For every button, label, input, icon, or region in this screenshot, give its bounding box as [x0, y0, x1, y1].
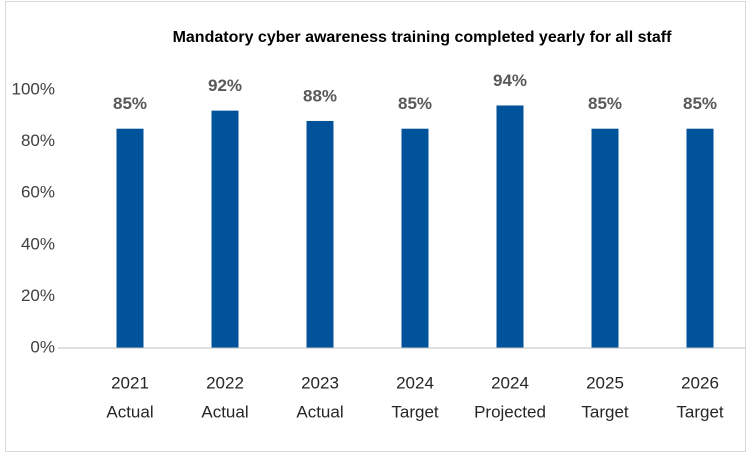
bar — [116, 128, 144, 348]
x-tick-label: 2026 — [681, 373, 719, 392]
x-tick-label: Target — [581, 402, 629, 421]
bar — [401, 128, 429, 348]
bar — [496, 105, 524, 348]
data-label: 85% — [113, 94, 147, 113]
x-tick-label: 2025 — [586, 373, 624, 392]
x-tick-label: 2024 — [491, 373, 529, 392]
data-label: 85% — [588, 94, 622, 113]
chart-title: Mandatory cyber awareness training compl… — [173, 29, 673, 46]
x-tick-label: Projected — [474, 402, 546, 421]
y-tick-label: 40% — [21, 234, 55, 253]
y-tick-label: 80% — [21, 131, 55, 150]
x-tick-label: Target — [676, 402, 724, 421]
x-tick-label: 2024 — [396, 373, 434, 392]
data-label: 85% — [683, 94, 717, 113]
bar — [306, 120, 334, 349]
y-tick-label: 0% — [30, 337, 55, 356]
x-tick-label: 2023 — [301, 373, 339, 392]
x-tick-label: 2021 — [111, 373, 149, 392]
y-tick-label: 100% — [12, 79, 55, 98]
bar — [686, 128, 714, 348]
data-label: 92% — [208, 76, 242, 95]
x-tick-label: Actual — [106, 402, 153, 421]
bar — [591, 128, 619, 348]
x-tick-label: Actual — [201, 402, 248, 421]
bar — [211, 110, 239, 348]
data-label: 85% — [398, 94, 432, 113]
y-tick-label: 60% — [21, 183, 55, 202]
x-tick-label: Actual — [296, 402, 343, 421]
x-tick-label: Target — [391, 402, 439, 421]
data-label: 88% — [303, 86, 337, 105]
y-tick-label: 20% — [21, 286, 55, 305]
data-label: 94% — [493, 71, 527, 90]
x-tick-label: 2022 — [206, 373, 244, 392]
